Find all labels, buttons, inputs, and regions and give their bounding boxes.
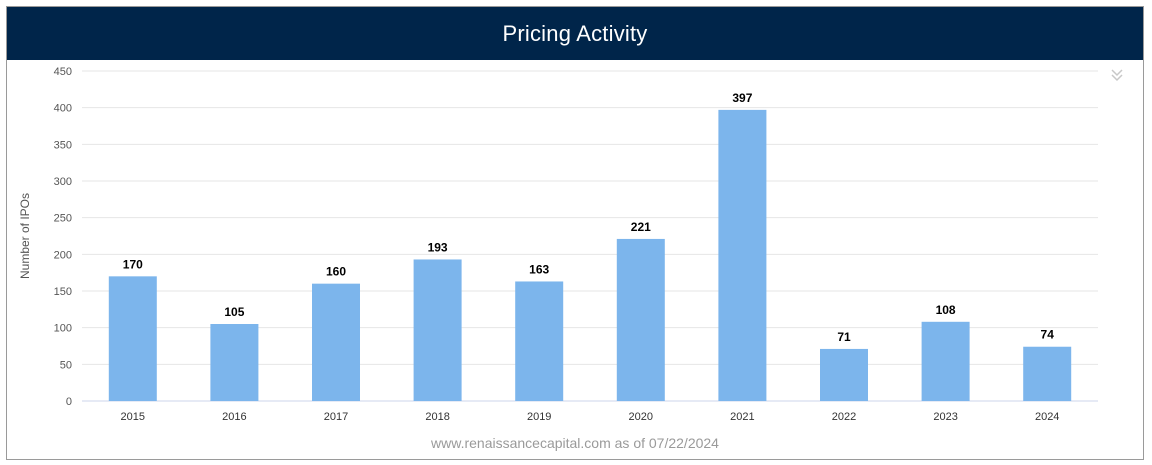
- data-labels: 170 105 160 193 163 221 397 71 108 74: [123, 91, 1054, 344]
- y-tick-label: 400: [54, 103, 72, 115]
- bars: [108, 109, 1072, 401]
- y-axis-ticks: 0 50 100 150 200 250 300 350 400 450: [54, 66, 72, 408]
- x-tick-label: 2020: [629, 411, 653, 423]
- y-tick-label: 100: [54, 323, 72, 335]
- x-tick-label: 2021: [730, 411, 754, 423]
- y-tick-label: 450: [54, 66, 72, 78]
- x-tick-label: 2019: [527, 411, 551, 423]
- x-tick-label: 2023: [933, 411, 957, 423]
- data-label-2022: 71: [837, 330, 851, 344]
- y-tick-label: 150: [54, 286, 72, 298]
- bar-chart: 0 50 100 150 200 250 300 350 400 450 170 105 160 193…: [18, 66, 1098, 423]
- x-tick-label: 2018: [425, 411, 449, 423]
- x-tick-label: 2015: [121, 411, 145, 423]
- chart-title: Pricing Activity: [7, 7, 1143, 60]
- bar-2023[interactable]: [921, 321, 970, 401]
- data-label-2018: 193: [428, 240, 448, 254]
- y-tick-label: 250: [54, 213, 72, 225]
- footer-source: www.renaissancecapital.com as of 07/22/2…: [431, 435, 719, 451]
- bar-2018[interactable]: [413, 259, 462, 401]
- bar-2016[interactable]: [210, 324, 259, 401]
- bar-2024[interactable]: [1023, 346, 1072, 401]
- x-tick-label: 2022: [832, 411, 856, 423]
- y-tick-label: 200: [54, 249, 72, 261]
- x-tick-label: 2024: [1035, 411, 1059, 423]
- y-tick-label: 0: [66, 396, 72, 408]
- data-label-2024: 74: [1041, 328, 1055, 342]
- chevron-double-down-icon[interactable]: [1109, 67, 1125, 83]
- data-label-2016: 105: [224, 305, 244, 319]
- data-label-2021: 397: [732, 91, 752, 105]
- bar-2019[interactable]: [515, 281, 564, 401]
- bar-2022[interactable]: [820, 348, 868, 401]
- bar-2015[interactable]: [108, 276, 157, 401]
- data-label-2019: 163: [529, 262, 549, 276]
- data-label-2017: 160: [326, 265, 346, 279]
- y-tick-label: 300: [54, 176, 72, 188]
- bar-2020[interactable]: [616, 238, 665, 401]
- bar-2017[interactable]: [312, 283, 360, 401]
- y-tick-label: 350: [54, 139, 72, 151]
- data-label-2015: 170: [123, 257, 143, 271]
- y-tick-label: 50: [60, 359, 72, 371]
- y-axis-label: Number of IPOs: [18, 193, 32, 279]
- x-tick-label: 2017: [324, 411, 348, 423]
- chart-container: Pricing Activity 0 50 100 150 200 250 300 350 40…: [6, 6, 1144, 460]
- data-label-2020: 221: [631, 220, 651, 234]
- bar-2021[interactable]: [718, 109, 767, 401]
- data-label-2023: 108: [936, 303, 956, 317]
- x-axis-ticks: 2015 2016 2017 2018 2019 2020 2021 2022 2023 2024: [121, 411, 1060, 423]
- x-tick-label: 2016: [222, 411, 246, 423]
